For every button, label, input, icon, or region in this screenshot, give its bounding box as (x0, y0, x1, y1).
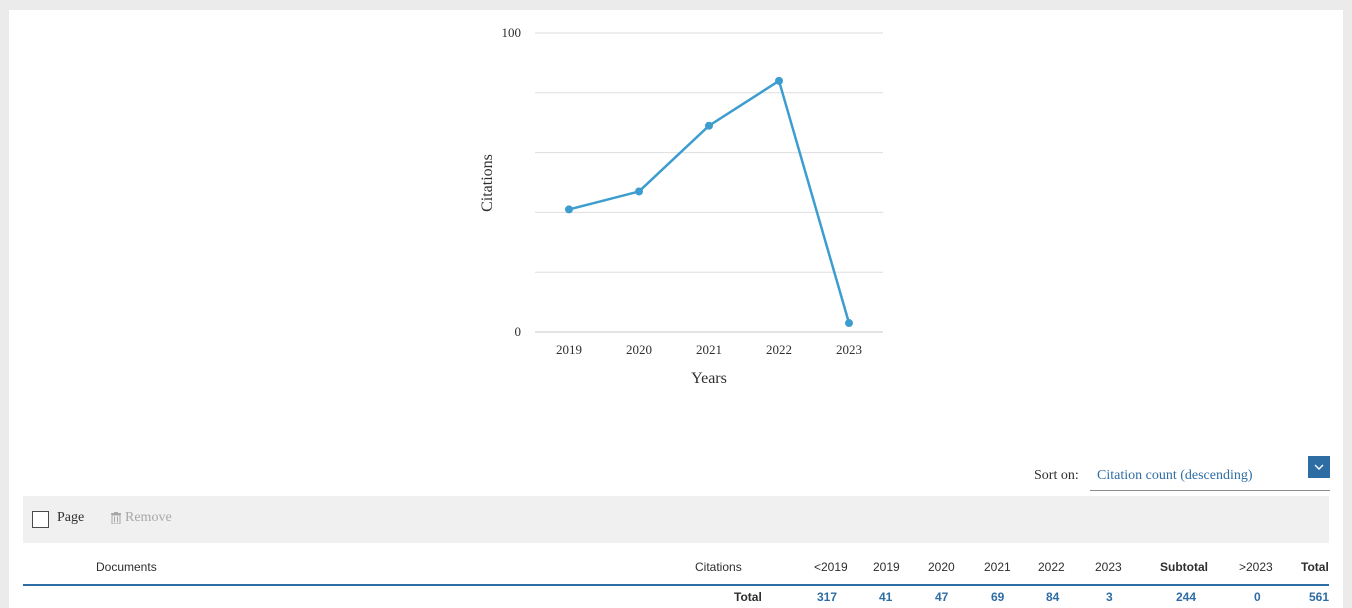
col-2021: 2021 (984, 560, 1011, 574)
x-tick-label: 2022 (766, 342, 792, 357)
y-axis-ticks: 0 100 (502, 25, 522, 339)
total-2022[interactable]: 84 (1046, 590, 1060, 604)
data-point (845, 319, 853, 328)
y-tick-label: 0 (515, 324, 522, 339)
sort-control: Sort on: Citation count (descending) (1034, 456, 1330, 492)
y-tick-label: 100 (502, 25, 522, 40)
table-header-row: Documents Citations <2019 2019 2020 2021… (23, 552, 1329, 586)
col-before-2019: <2019 (814, 560, 848, 574)
total-2019[interactable]: 41 (879, 590, 893, 604)
chart-grid (535, 32, 883, 333)
results-toolbar: Page Remove (23, 496, 1329, 543)
sort-selected-value: Citation count (descending) (1097, 468, 1253, 483)
total-subtotal[interactable]: 244 (1176, 590, 1197, 604)
left-frame (0, 0, 9, 608)
total-after-2023[interactable]: 0 (1254, 590, 1261, 604)
total-total[interactable]: 561 (1309, 590, 1330, 604)
x-tick-label: 2019 (556, 342, 582, 357)
page-checkbox[interactable] (32, 511, 49, 528)
remove-button[interactable]: Remove (111, 510, 172, 526)
col-total: Total (1301, 560, 1329, 574)
col-after-2023: >2023 (1239, 560, 1273, 574)
x-tick-label: 2020 (626, 342, 652, 357)
col-2023: 2023 (1095, 560, 1122, 574)
series-points (565, 76, 853, 328)
x-axis-label: Years (691, 370, 727, 387)
x-tick-label: 2021 (696, 342, 722, 357)
data-point (565, 205, 573, 214)
col-2020: 2020 (928, 560, 955, 574)
page-checkbox-label[interactable]: Page (57, 510, 85, 525)
y-axis-label: Citations (479, 154, 496, 212)
x-axis-ticks: 2019 2020 2021 2022 2023 (556, 342, 862, 357)
trash-icon (111, 512, 121, 525)
data-point (705, 121, 713, 130)
total-before-2019[interactable]: 317 (817, 590, 838, 604)
data-point (635, 187, 643, 196)
right-frame (1343, 0, 1352, 608)
totals-label: Total (734, 590, 762, 604)
total-2021[interactable]: 69 (991, 590, 1005, 604)
col-subtotal: Subtotal (1160, 560, 1208, 574)
col-2022: 2022 (1038, 560, 1065, 574)
x-tick-label: 2023 (836, 342, 862, 357)
col-documents[interactable]: Documents (96, 560, 157, 574)
total-2020[interactable]: 47 (935, 590, 949, 604)
remove-label: Remove (125, 510, 172, 525)
col-2019: 2019 (873, 560, 900, 574)
top-band (0, 0, 1352, 10)
chevron-down-icon[interactable] (1308, 456, 1330, 478)
data-point (775, 76, 783, 85)
sort-label: Sort on: (1034, 468, 1079, 483)
citations-line-chart: 0 100 2019 2020 2021 2022 2023 Years Citation… (479, 25, 883, 387)
sort-select[interactable]: Citation count (descending) (1090, 456, 1330, 491)
col-citations: Citations (695, 560, 742, 574)
totals-row: Total 317 41 47 69 84 3 244 0 561 (23, 590, 1329, 608)
series-line (568, 78, 851, 324)
total-2023[interactable]: 3 (1106, 590, 1113, 604)
